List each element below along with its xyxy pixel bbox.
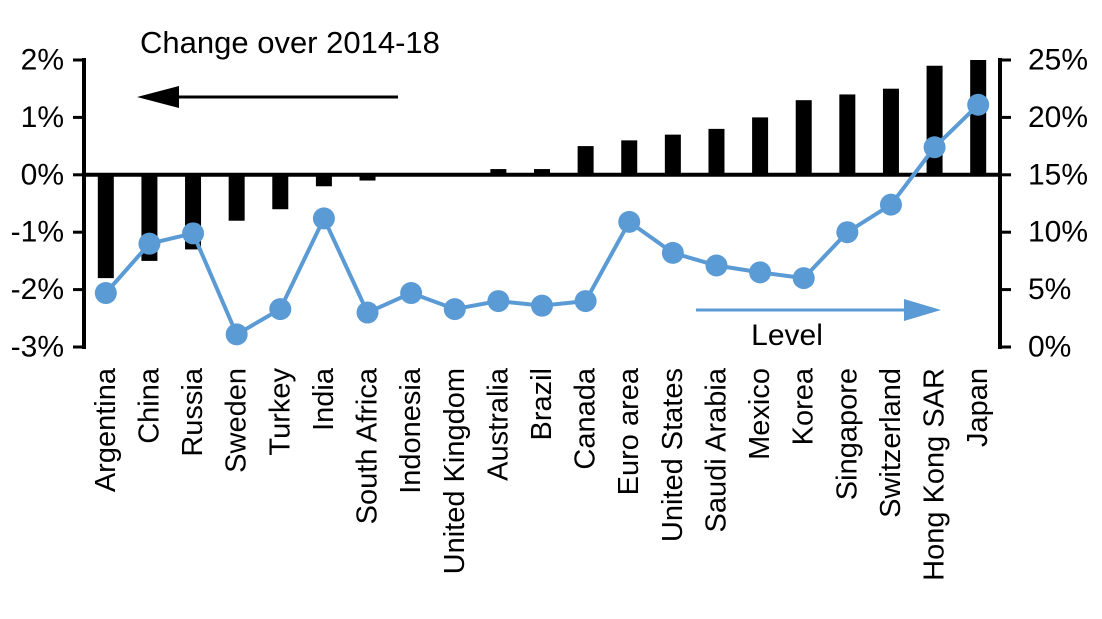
left-series-title: Change over 2014-18 <box>140 25 440 60</box>
bar-Hong Kong SAR <box>926 65 943 175</box>
category-label: Singapore <box>831 368 863 500</box>
category-label: Switzerland <box>875 368 907 518</box>
right-axis-tick-label: 0% <box>1028 331 1071 364</box>
marker-Canada <box>574 290 597 313</box>
marker-Australia <box>487 290 510 313</box>
category-label: Saudi Arabia <box>700 367 732 532</box>
marker-Brazil <box>531 294 553 317</box>
category-label: Argentina <box>90 367 122 492</box>
left-axis-tick-label: 2% <box>21 44 64 77</box>
category-label: United States <box>657 368 689 542</box>
category-label: Sweden <box>221 368 253 473</box>
marker-Hong Kong SAR <box>923 136 946 159</box>
category-label: Euro area <box>613 367 645 495</box>
right-axis-tick-label: 25% <box>1028 44 1088 77</box>
category-label: Australia <box>482 367 514 481</box>
right-axis-tick-label: 15% <box>1028 158 1088 191</box>
category-label: Mexico <box>744 368 776 460</box>
marker-Saudi Arabia <box>705 254 728 277</box>
category-label: Russia <box>177 367 209 457</box>
right-axis-tick-label: 10% <box>1028 216 1088 249</box>
marker-Japan <box>967 93 990 116</box>
marker-Indonesia <box>400 282 423 305</box>
bar-Sweden <box>228 174 245 221</box>
bar-Singapore <box>839 94 856 175</box>
left-arrow-icon <box>137 86 398 108</box>
bar-Japan <box>970 60 987 175</box>
bar-Korea <box>795 100 812 175</box>
marker-South Africa <box>356 301 379 324</box>
marker-Turkey <box>269 298 292 321</box>
category-label: Canada <box>570 367 602 469</box>
bar-Brazil <box>534 169 550 175</box>
right-axis-tick-label: 20% <box>1028 101 1088 134</box>
left-axis-tick-label: 1% <box>21 101 64 134</box>
left-axis-tick-label: -2% <box>11 273 64 306</box>
category-label: Indonesia <box>395 367 427 494</box>
bar-Mexico <box>752 117 769 175</box>
marker-Sweden <box>225 323 248 346</box>
bar-Euro area <box>621 140 638 175</box>
marker-Singapore <box>836 221 859 244</box>
category-label: Hong Kong SAR <box>919 368 951 581</box>
marker-Euro area <box>618 210 641 233</box>
bar-Switzerland <box>882 88 899 175</box>
category-label: United Kingdom <box>439 368 471 574</box>
category-label: Japan <box>962 368 994 447</box>
bar-Canada <box>577 146 594 175</box>
right-axis-tick-label: 5% <box>1028 273 1071 306</box>
marker-United Kingdom <box>443 298 466 321</box>
bar-India <box>315 174 332 187</box>
category-label: Brazil <box>526 368 558 441</box>
right-arrow-icon <box>696 299 941 321</box>
marker-Korea <box>792 267 815 290</box>
left-axis-tick-label: -3% <box>11 331 64 364</box>
bar-Argentina <box>97 174 114 279</box>
category-label: Korea <box>788 367 820 445</box>
marker-United States <box>661 241 684 264</box>
bar-Saudi Arabia <box>708 128 725 175</box>
category-label: China <box>133 367 165 444</box>
category-label: India <box>308 367 340 431</box>
marker-Russia <box>182 222 205 245</box>
left-axis-tick-label: 0% <box>21 158 64 191</box>
category-label: Turkey <box>264 368 296 456</box>
bar-Australia <box>490 169 507 175</box>
right-series-title: Level <box>751 319 823 352</box>
bar-Turkey <box>272 174 289 210</box>
marker-China <box>138 232 161 255</box>
marker-Argentina <box>94 282 117 305</box>
left-axis-tick-label: -1% <box>11 216 64 249</box>
bar-United States <box>664 134 681 175</box>
marker-Switzerland <box>879 193 902 216</box>
bar-South Africa <box>359 174 376 181</box>
marker-India <box>312 207 335 230</box>
category-label: South Africa <box>352 367 384 524</box>
marker-Mexico <box>749 261 772 284</box>
